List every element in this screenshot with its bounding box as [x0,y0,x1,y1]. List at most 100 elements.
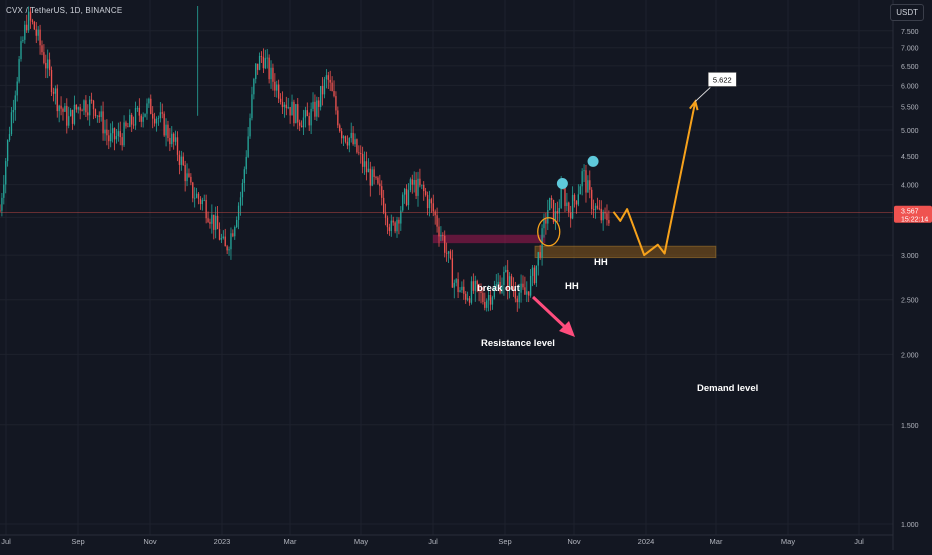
candle-body[interactable] [421,184,423,186]
candle-body[interactable] [539,252,541,258]
candle-body[interactable] [340,131,343,139]
candle-body[interactable] [140,115,142,122]
candle-body[interactable] [274,81,276,91]
candle-body[interactable] [392,220,394,223]
candle-body[interactable] [486,300,488,308]
candle-body[interactable] [218,229,221,240]
candle-body[interactable] [291,101,293,116]
candle-body[interactable] [514,290,517,299]
candle-body[interactable] [426,194,429,209]
candle-body[interactable] [18,59,20,82]
candle-body[interactable] [243,169,245,184]
candle-body[interactable] [186,173,188,182]
candle-body[interactable] [47,59,49,69]
candle-body[interactable] [14,95,16,110]
candle-body[interactable] [346,141,349,146]
candle-body[interactable] [528,291,530,296]
candle-body[interactable] [39,29,41,46]
candle-body[interactable] [505,269,507,272]
candle-body[interactable] [573,194,576,201]
candle-body[interactable] [354,139,356,145]
candle-body[interactable] [367,168,370,173]
candle-body[interactable] [585,170,587,193]
candle-body[interactable] [194,197,196,199]
candle-body[interactable] [161,112,163,114]
candle-body[interactable] [260,56,263,57]
candle-body[interactable] [447,251,450,254]
candle-body[interactable] [131,114,133,125]
candle-body[interactable] [132,124,135,126]
candle-body[interactable] [144,113,146,117]
candle-body[interactable] [251,94,253,119]
candle-body[interactable] [489,295,492,305]
candle-body[interactable] [390,220,392,232]
candle-body[interactable] [12,109,15,113]
candle-body[interactable] [543,219,545,229]
candle-body[interactable] [215,215,217,230]
candle-body[interactable] [413,180,415,185]
candle-body[interactable] [157,118,160,119]
candle-body[interactable] [361,153,364,167]
candle-body[interactable] [592,209,595,211]
candle-body[interactable] [48,59,51,71]
candle-body[interactable] [526,291,528,295]
candle-body[interactable] [90,99,93,101]
candle-body[interactable] [180,156,182,165]
candle-body[interactable] [554,211,557,223]
candle-body[interactable] [424,191,427,195]
candle-body[interactable] [16,81,18,96]
candle-body[interactable] [239,197,242,206]
candle-body[interactable] [566,202,568,207]
candle-body[interactable] [85,100,87,113]
candle-body[interactable] [493,286,496,298]
candle-body[interactable] [598,208,601,210]
candle-body[interactable] [352,132,354,145]
candle-body[interactable] [329,79,331,83]
candle-body[interactable] [264,58,266,69]
candle-body[interactable] [348,138,350,146]
candle-body[interactable] [508,276,511,290]
candle-body[interactable] [342,136,345,139]
candle-body[interactable] [318,100,320,107]
candle-body[interactable] [96,115,99,117]
candle-body[interactable] [230,233,232,250]
candle-body[interactable] [415,180,417,196]
candle-body[interactable] [518,292,520,303]
candle-body[interactable] [474,280,476,291]
candle-body[interactable] [304,110,307,118]
candle-body[interactable] [224,236,226,247]
candle-body[interactable] [27,11,30,31]
candle-body[interactable] [564,187,566,207]
candle-body[interactable] [266,57,268,59]
candle-body[interactable] [216,215,219,230]
candle-body[interactable] [591,189,593,210]
candle-body[interactable] [388,227,391,232]
candle-body[interactable] [22,39,24,42]
candle-body[interactable] [339,125,341,132]
candle-body[interactable] [81,110,83,112]
candle-body[interactable] [497,281,499,285]
candle-body[interactable] [455,279,457,283]
candle-body[interactable] [440,234,442,237]
candle-body[interactable] [207,218,209,222]
candle-body[interactable] [312,101,314,109]
candle-body[interactable] [432,203,434,212]
candle-body[interactable] [468,298,471,303]
candle-body[interactable] [356,139,358,153]
candle-body[interactable] [583,170,585,172]
candle-body[interactable] [31,20,34,22]
candle-body[interactable] [188,173,190,177]
candle-body[interactable] [453,282,455,288]
candle-body[interactable] [56,88,58,112]
candle-body[interactable] [71,109,74,124]
candle-body[interactable] [470,281,473,303]
candle-body[interactable] [402,194,404,211]
candle-body[interactable] [442,234,444,236]
candle-body[interactable] [417,178,419,196]
candle-body[interactable] [484,302,486,308]
candle-body[interactable] [226,246,228,251]
candle-body[interactable] [501,284,503,293]
candle-body[interactable] [205,199,207,219]
candle-body[interactable] [155,118,158,124]
